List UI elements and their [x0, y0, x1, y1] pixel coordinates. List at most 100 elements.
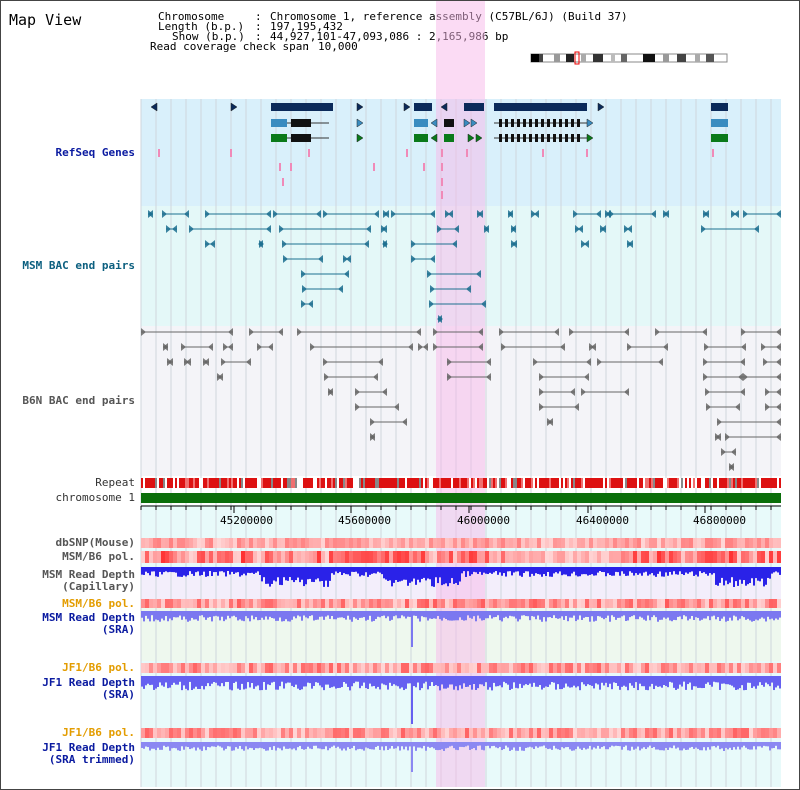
- depth-bar-capillary: [323, 567, 325, 587]
- depth-bar: [719, 676, 721, 690]
- heat-cell: [581, 728, 585, 738]
- heat-cell: [525, 599, 529, 608]
- msm-bac-pair-end-icon: [531, 210, 536, 218]
- heat-cell: [309, 599, 313, 608]
- heat-cell: [637, 728, 641, 738]
- heat-cell: [153, 728, 157, 738]
- info-show-label: Show (b.p.): [172, 30, 245, 43]
- depth-bar: [141, 611, 143, 618]
- b6n-bac-pair-end-icon: [624, 328, 629, 336]
- depth-bar: [439, 611, 441, 620]
- depth-bar: [751, 676, 753, 688]
- b6n-bac-pair-end-icon: [141, 328, 146, 336]
- chromosome-ideogram[interactable]: [530, 51, 728, 65]
- highlight-region[interactable]: [436, 1, 485, 787]
- heat-cell: [557, 551, 561, 563]
- heat-cell: [253, 551, 257, 563]
- b6n-bac-track[interactable]: [141, 328, 781, 471]
- repeat-segment: [399, 478, 401, 488]
- read-depth-tracks[interactable]: [141, 567, 781, 772]
- depth-bar: [611, 742, 613, 746]
- repeat-segment: [179, 478, 181, 488]
- polymorphism-heat-tracks[interactable]: [141, 538, 781, 738]
- heat-cell: [153, 599, 157, 608]
- repeat-segment: [447, 478, 449, 488]
- depth-bar: [315, 742, 317, 746]
- depth-bar: [499, 676, 501, 686]
- heat-cell: [753, 538, 757, 548]
- heat-cell: [621, 599, 625, 608]
- depth-bar: [217, 742, 219, 746]
- repeat-track[interactable]: [141, 478, 781, 488]
- repeat-segment: [727, 478, 729, 488]
- refseq-exon: [535, 134, 538, 142]
- depth-bar: [185, 611, 187, 620]
- repeat-segment: [455, 478, 457, 488]
- depth-bar-capillary: [433, 567, 435, 587]
- depth-bar: [241, 611, 243, 621]
- heat-cell: [405, 663, 409, 673]
- chromosome-bar[interactable]: [141, 493, 781, 503]
- depth-bar-capillary: [491, 567, 493, 574]
- refseq-genes-track[interactable]: [150, 102, 728, 199]
- depth-bar-capillary: [413, 567, 415, 579]
- heat-cell: [549, 538, 553, 548]
- depth-bar-capillary: [637, 567, 639, 575]
- depth-bar: [209, 676, 211, 687]
- repeat-segment: [565, 478, 567, 488]
- depth-bar: [265, 676, 267, 690]
- depth-bar-capillary: [251, 567, 253, 573]
- heat-cell: [389, 663, 393, 673]
- depth-bar: [327, 611, 329, 616]
- repeat-segment: [151, 478, 153, 488]
- heat-cell: [577, 599, 581, 608]
- depth-bar-capillary: [773, 567, 775, 573]
- heat-cell: [193, 599, 197, 608]
- heat-cell: [337, 551, 341, 563]
- depth-bar: [227, 676, 229, 682]
- heat-cell: [505, 663, 509, 673]
- repeat-segment: [231, 478, 233, 488]
- heat-cell: [661, 551, 665, 563]
- repeat-segment: [723, 478, 725, 488]
- heat-cell: [509, 538, 513, 548]
- depth-bar-capillary: [513, 567, 515, 573]
- heat-cell: [337, 728, 341, 738]
- depth-bar-capillary: [241, 567, 243, 576]
- depth-bar: [371, 676, 373, 687]
- depth-bar: [175, 676, 177, 685]
- depth-bar: [547, 611, 549, 618]
- repeat-segment: [687, 478, 689, 488]
- refseq-snp-mark: [279, 163, 281, 171]
- depth-bar-capillary: [621, 567, 623, 572]
- msm-bac-track[interactable]: [148, 210, 781, 323]
- depth-bar: [677, 742, 679, 748]
- depth-bar-capillary: [307, 567, 309, 580]
- info-colon-2: :: [255, 20, 262, 33]
- depth-bar: [305, 676, 307, 687]
- depth-bar: [391, 742, 393, 746]
- repeat-segment: [197, 478, 199, 488]
- depth-bar-capillary: [661, 567, 663, 577]
- depth-bar: [683, 676, 685, 682]
- repeat-segment: [649, 478, 651, 488]
- depth-bar-capillary: [589, 567, 591, 575]
- repeat-segment: [155, 478, 157, 488]
- depth-bar: [761, 676, 763, 686]
- depth-bar: [363, 742, 365, 751]
- msm-bac-pair-end-icon: [258, 240, 263, 248]
- repeat-segment: [471, 478, 473, 488]
- depth-bar-capillary: [473, 567, 475, 572]
- repeat-segment: [563, 478, 565, 488]
- depth-bar-capillary: [767, 567, 769, 578]
- depth-bar: [207, 676, 209, 684]
- heat-cell: [377, 728, 381, 738]
- depth-bar: [521, 676, 523, 688]
- heat-cell: [625, 551, 629, 563]
- heat-cell: [249, 663, 253, 673]
- b6n-bac-pair-end-icon: [408, 343, 413, 351]
- heat-cell: [173, 663, 177, 673]
- heat-cell: [481, 663, 485, 673]
- heat-cell: [205, 538, 209, 548]
